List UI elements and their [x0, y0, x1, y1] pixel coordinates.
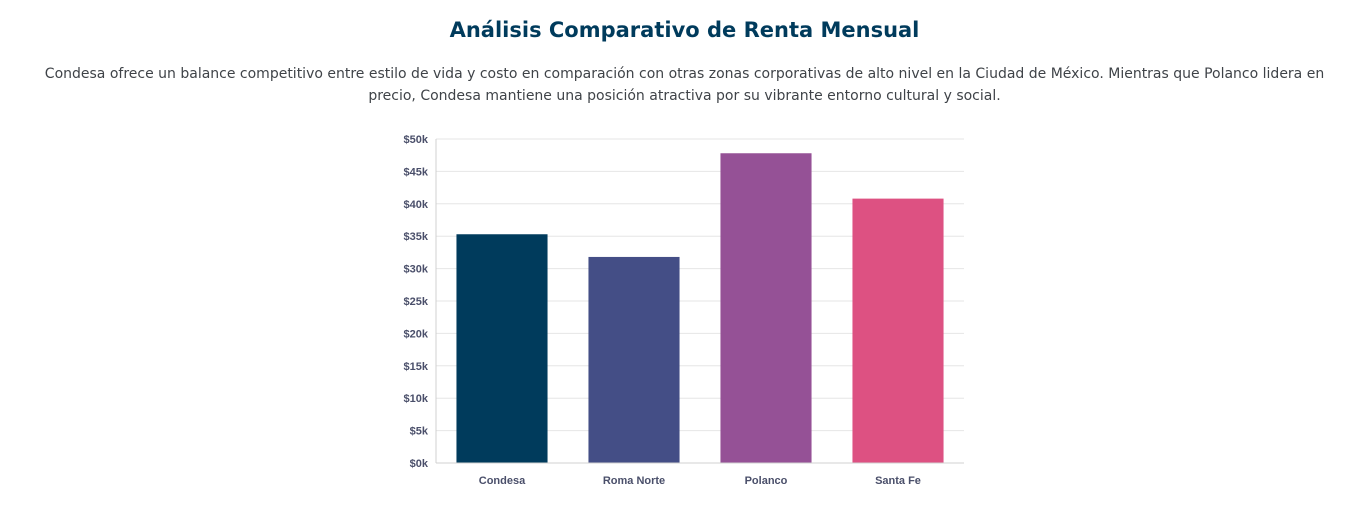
bars: [456, 153, 944, 464]
chart-description: Condesa ofrece un balance competitivo en…: [44, 66, 1325, 104]
bar-santa-fe: [852, 198, 944, 463]
bar-roma-norte: [588, 256, 680, 463]
y-tick-label: $5k: [410, 426, 429, 438]
y-tick-label: $45k: [404, 166, 429, 178]
y-tick-label: $50k: [404, 134, 429, 146]
x-category-label: Roma Norte: [603, 475, 665, 487]
y-tick-label: $35k: [404, 231, 429, 243]
x-category-label: Condesa: [479, 475, 526, 487]
y-tick-label: $15k: [404, 361, 429, 373]
y-tick-label: $0k: [410, 458, 429, 470]
x-category-label: Santa Fe: [875, 475, 921, 487]
y-tick-label: $40k: [404, 199, 429, 211]
y-tick-label: $30k: [404, 264, 429, 276]
x-category-label: Polanco: [745, 475, 788, 487]
page-title: Análisis Comparativo de Renta Mensual: [449, 18, 920, 42]
y-axis-ticks: $0k $5k $10k $15k $20k $25k $30k $35k $40k $45k $5…: [404, 134, 429, 470]
y-tick-label: $10k: [404, 393, 429, 405]
y-tick-label: $25k: [404, 296, 429, 308]
x-axis-labels: Condesa Roma Norte Polanco Santa Fe: [479, 475, 921, 487]
bar-polanco: [720, 153, 812, 464]
bar-condesa: [456, 234, 548, 463]
y-tick-label: $20k: [404, 328, 429, 340]
